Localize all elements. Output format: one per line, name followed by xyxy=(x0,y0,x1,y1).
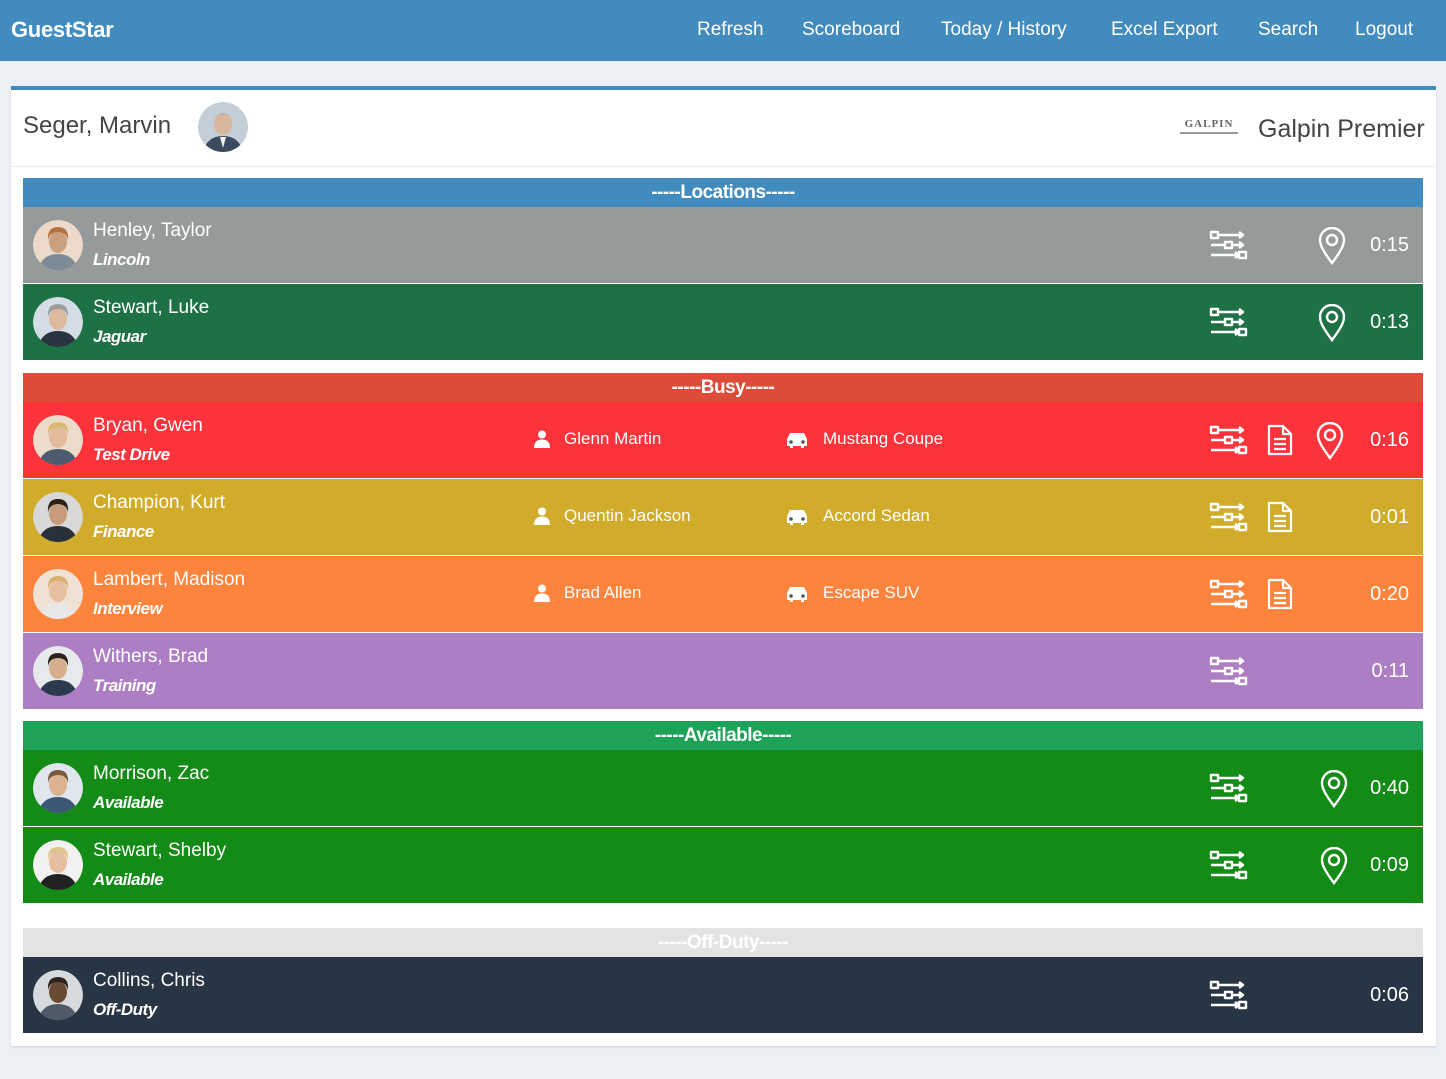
route-icon[interactable] xyxy=(1209,425,1249,455)
elapsed-timer: 0:40 xyxy=(1370,777,1409,799)
nav-today-history[interactable]: Today / History xyxy=(941,19,1067,40)
elapsed-timer: 0:16 xyxy=(1370,429,1409,451)
route-icon[interactable] xyxy=(1209,850,1249,880)
nav-scoreboard[interactable]: Scoreboard xyxy=(802,19,901,40)
dealer-logo: GALPIN xyxy=(1174,118,1244,138)
section-header-off-duty: -----Off-Duty----- xyxy=(23,928,1423,957)
current-user-name: Seger, Marvin xyxy=(23,112,172,139)
staff-avatar xyxy=(33,297,83,347)
staff-name: Bryan, Gwen xyxy=(93,415,203,436)
staff-avatar xyxy=(33,970,83,1020)
staff-name: Withers, Brad xyxy=(93,646,209,667)
staff-row[interactable]: Withers, Brad Training 0:11 xyxy=(23,633,1423,709)
dealer-logo-text: GALPIN xyxy=(1184,118,1234,130)
section-header-busy: -----Busy----- xyxy=(23,373,1423,402)
car-icon xyxy=(786,585,808,602)
route-icon[interactable] xyxy=(1209,502,1249,532)
location-pin-icon[interactable] xyxy=(1320,846,1348,886)
section-header-locations: -----Locations----- xyxy=(23,178,1423,207)
customer-name: Brad Allen xyxy=(564,583,642,602)
location-pin-icon[interactable] xyxy=(1316,421,1344,461)
staff-status: Off-Duty xyxy=(93,1000,157,1019)
staff-status: Finance xyxy=(93,522,154,541)
staff-avatar xyxy=(33,646,83,696)
staff-name: Collins, Chris xyxy=(93,970,205,991)
staff-status: Interview xyxy=(93,599,163,618)
nav-refresh[interactable]: Refresh xyxy=(697,19,764,40)
staff-status: Test Drive xyxy=(93,445,170,464)
dealer-name: Galpin Premier xyxy=(1258,115,1425,143)
route-icon[interactable] xyxy=(1209,773,1249,803)
vehicle-name: Mustang Coupe xyxy=(823,429,944,448)
customer-name: Quentin Jackson xyxy=(564,506,691,525)
staff-row[interactable]: Stewart, Shelby Available 0:09 xyxy=(23,827,1423,903)
staff-name: Champion, Kurt xyxy=(93,492,226,513)
nav-logout[interactable]: Logout xyxy=(1355,19,1414,40)
staff-status: Jaguar xyxy=(93,327,146,346)
staff-avatar xyxy=(33,763,83,813)
staff-row[interactable]: Collins, Chris Off-Duty 0:06 xyxy=(23,957,1423,1033)
nav-search[interactable]: Search xyxy=(1258,19,1319,40)
header-divider xyxy=(11,166,1436,167)
vehicle-name: Accord Sedan xyxy=(823,506,930,525)
document-icon[interactable] xyxy=(1267,424,1293,456)
current-user-avatar xyxy=(198,102,248,152)
staff-name: Morrison, Zac xyxy=(93,763,210,784)
location-pin-icon[interactable] xyxy=(1320,769,1348,809)
staff-avatar xyxy=(33,840,83,890)
elapsed-timer: 0:01 xyxy=(1370,506,1409,528)
route-icon[interactable] xyxy=(1209,230,1249,260)
route-icon[interactable] xyxy=(1209,307,1249,337)
staff-row[interactable]: Bryan, Gwen Test Drive Glenn Martin Mustang… xyxy=(23,402,1423,478)
section-header-available: -----Available----- xyxy=(23,721,1423,750)
staff-row[interactable]: Champion, Kurt Finance Quentin Jackson Acco… xyxy=(23,479,1423,555)
vehicle-name: Escape SUV xyxy=(823,583,920,602)
person-icon xyxy=(534,584,550,602)
dealer-logo-rule xyxy=(1180,132,1238,134)
route-icon[interactable] xyxy=(1209,656,1249,686)
staff-status: Training xyxy=(93,676,156,695)
staff-row[interactable]: Morrison, Zac Available 0:40 xyxy=(23,750,1423,826)
staff-name: Henley, Taylor xyxy=(93,220,212,241)
route-icon[interactable] xyxy=(1209,579,1249,609)
elapsed-timer: 0:06 xyxy=(1370,984,1409,1006)
elapsed-timer: 0:11 xyxy=(1371,660,1409,682)
staff-avatar xyxy=(33,415,83,465)
customer-name: Glenn Martin xyxy=(564,429,662,448)
document-icon[interactable] xyxy=(1267,501,1293,533)
car-icon xyxy=(786,508,808,525)
elapsed-timer: 0:09 xyxy=(1370,854,1409,876)
location-pin-icon[interactable] xyxy=(1318,226,1346,266)
staff-row[interactable]: Stewart, Luke Jaguar 0:13 xyxy=(23,284,1423,360)
staff-avatar xyxy=(33,569,83,619)
location-pin-icon[interactable] xyxy=(1318,303,1346,343)
car-icon xyxy=(786,431,808,448)
staff-status: Available xyxy=(93,870,164,889)
nav-excel-export[interactable]: Excel Export xyxy=(1111,19,1218,40)
elapsed-timer: 0:13 xyxy=(1370,311,1409,333)
top-navbar: GuestStar Refresh Scoreboard Today / His… xyxy=(0,0,1446,61)
staff-status: Available xyxy=(93,793,164,812)
route-icon[interactable] xyxy=(1209,980,1249,1010)
staff-name: Stewart, Shelby xyxy=(93,840,227,861)
staff-name: Stewart, Luke xyxy=(93,297,210,318)
person-icon xyxy=(534,430,550,448)
staff-status: Lincoln xyxy=(93,250,150,269)
staff-row[interactable]: Henley, Taylor Lincoln 0:15 xyxy=(23,207,1423,283)
staff-avatar xyxy=(33,492,83,542)
staff-avatar xyxy=(33,220,83,270)
person-icon xyxy=(534,507,550,525)
elapsed-timer: 0:20 xyxy=(1370,583,1409,605)
staff-row[interactable]: Lambert, Madison Interview Brad Allen Escap… xyxy=(23,556,1423,632)
elapsed-timer: 0:15 xyxy=(1370,234,1409,256)
staff-name: Lambert, Madison xyxy=(93,569,246,590)
document-icon[interactable] xyxy=(1267,578,1293,610)
brand-logo[interactable]: GuestStar xyxy=(11,17,114,42)
